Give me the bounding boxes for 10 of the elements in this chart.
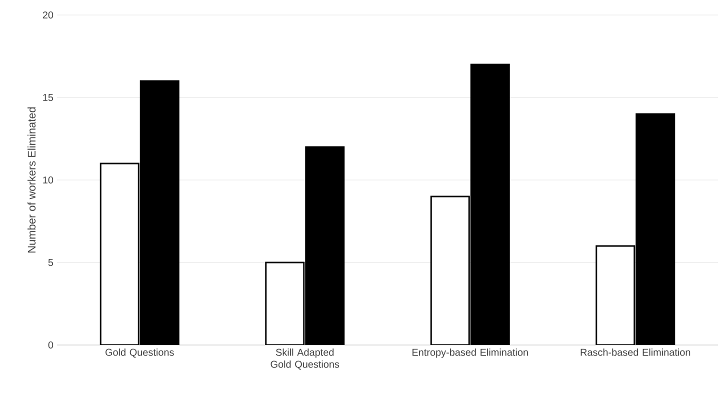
y-tick-label: 20	[42, 11, 54, 19]
x-tick-label: Gold Questions	[106, 348, 174, 358]
y-tick-label: 10	[43, 176, 54, 184]
y-axis-title: Number of workers Eliminated	[28, 107, 36, 252]
x-tick-label: Rasch-based Elimination	[580, 348, 690, 356]
x-tick-label: Entropy-based Elimination	[412, 348, 528, 358]
y-tick-label: 0	[48, 341, 54, 349]
y-tick-label: 5	[48, 259, 54, 266]
x-tick-label: Skill Adapted Gold Questions	[270, 348, 340, 370]
y-tick-label: 15	[43, 94, 54, 101]
